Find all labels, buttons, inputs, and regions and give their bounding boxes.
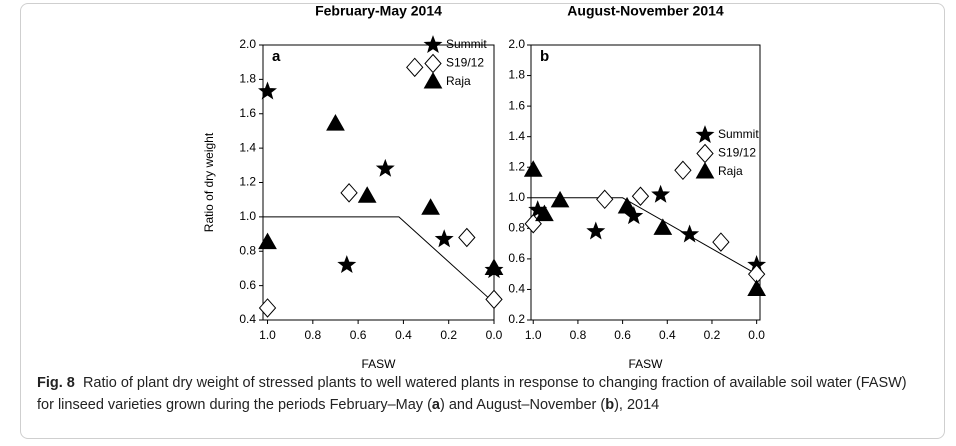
point <box>680 224 700 243</box>
y-tick-label: 1.4 <box>239 140 256 154</box>
point <box>617 196 637 214</box>
point <box>434 229 454 248</box>
y-tick-label: 1.8 <box>508 68 525 82</box>
point <box>421 198 440 215</box>
x-axis-label: FASW <box>361 357 396 370</box>
caption-part: Ratio of plant dry weight of stressed pl… <box>37 375 907 413</box>
legend-marker <box>424 53 442 74</box>
x-tick-label: 1.0 <box>525 328 542 342</box>
model-line <box>263 216 495 304</box>
figure-frame <box>20 3 945 439</box>
x-tick-label: 0.6 <box>350 328 367 342</box>
y-tick-label: 1.6 <box>239 106 256 120</box>
y-tick-label: 1.2 <box>239 175 256 189</box>
panel-label: a <box>272 48 281 65</box>
legend-label: S19/12 <box>718 146 756 160</box>
point <box>712 232 730 252</box>
x-tick-label: 0.0 <box>486 328 503 342</box>
y-axis-label: Ratio of dry weight <box>202 132 216 232</box>
point <box>674 160 692 181</box>
point <box>550 190 570 208</box>
y-tick-label: 1.0 <box>508 190 525 204</box>
legend-label: Raja <box>718 164 743 178</box>
caption: Fig. 8 Ratio of plant dry weight of stre… <box>37 372 917 416</box>
figure: February-May 2014 a 0.4 0.6 0.8 1.0 1.2 1.4 1.6 1… <box>202 3 767 370</box>
legend-marker <box>423 71 443 89</box>
legend-marker <box>423 35 443 54</box>
y-tick-label: 0.6 <box>508 251 525 265</box>
legend-label: S19/12 <box>446 56 484 70</box>
plot-frame <box>530 44 761 321</box>
y-tick-label: 1.2 <box>508 159 525 173</box>
point <box>258 81 277 100</box>
legend-marker <box>695 161 715 179</box>
x-tick-label: 0.8 <box>570 328 587 342</box>
point <box>485 289 503 310</box>
x-tick-label: 0.8 <box>304 328 321 342</box>
x-tick-label: 0.4 <box>395 328 412 342</box>
point <box>357 186 377 203</box>
y-tick-label: 1.0 <box>239 209 256 223</box>
x-tick-label: 0.6 <box>614 328 631 342</box>
point <box>523 160 543 177</box>
point <box>258 298 277 318</box>
legend-marker <box>695 125 715 144</box>
caption-part: ), 2014 <box>614 397 660 413</box>
y-tick-label: 0.2 <box>508 312 525 326</box>
point <box>258 232 277 250</box>
caption-part: b <box>605 397 615 413</box>
legend-marker <box>696 143 714 164</box>
caption-text: Ratio of plant dry weight of stressed pl… <box>37 375 907 413</box>
x-tick-label: 0.2 <box>440 328 457 342</box>
x-axis-label: FASW <box>628 357 663 370</box>
chart-title: August-November 2014 <box>567 3 724 19</box>
point <box>375 158 395 177</box>
y-tick-label: 0.4 <box>239 312 256 326</box>
legend-label: Raja <box>446 74 471 88</box>
y-tick-label: 0.8 <box>239 243 256 257</box>
point <box>651 184 671 203</box>
point <box>406 57 424 78</box>
panel-label: b <box>540 48 549 65</box>
y-tick-label: 2.0 <box>508 37 525 51</box>
caption-part: ) and August–November ( <box>440 397 606 413</box>
x-tick-label: 0.4 <box>659 328 676 342</box>
caption-label: Fig. 8 <box>37 375 75 391</box>
y-tick-label: 2.0 <box>239 37 256 51</box>
point <box>326 114 345 131</box>
point <box>535 204 554 222</box>
legend-label: Summit <box>446 37 487 51</box>
y-tick-label: 1.6 <box>508 98 525 112</box>
point <box>631 186 650 207</box>
point <box>484 258 504 275</box>
point <box>653 218 673 235</box>
point <box>586 221 606 240</box>
point <box>337 255 357 274</box>
x-tick-label: 1.0 <box>259 328 276 342</box>
chart-title: February-May 2014 <box>315 3 442 19</box>
point <box>747 279 767 296</box>
y-tick-label: 0.6 <box>239 278 256 292</box>
point <box>458 227 476 248</box>
point <box>340 183 358 203</box>
legend-label: Summit <box>718 127 759 141</box>
y-tick-label: 0.8 <box>508 221 525 235</box>
x-tick-label: 0.2 <box>704 328 721 342</box>
caption-part: a <box>431 397 440 413</box>
y-tick-label: 1.8 <box>239 72 256 86</box>
x-tick-label: 0.0 <box>748 328 765 342</box>
y-tick-label: 1.4 <box>508 129 525 143</box>
y-tick-label: 0.4 <box>508 282 525 296</box>
point <box>596 189 614 210</box>
